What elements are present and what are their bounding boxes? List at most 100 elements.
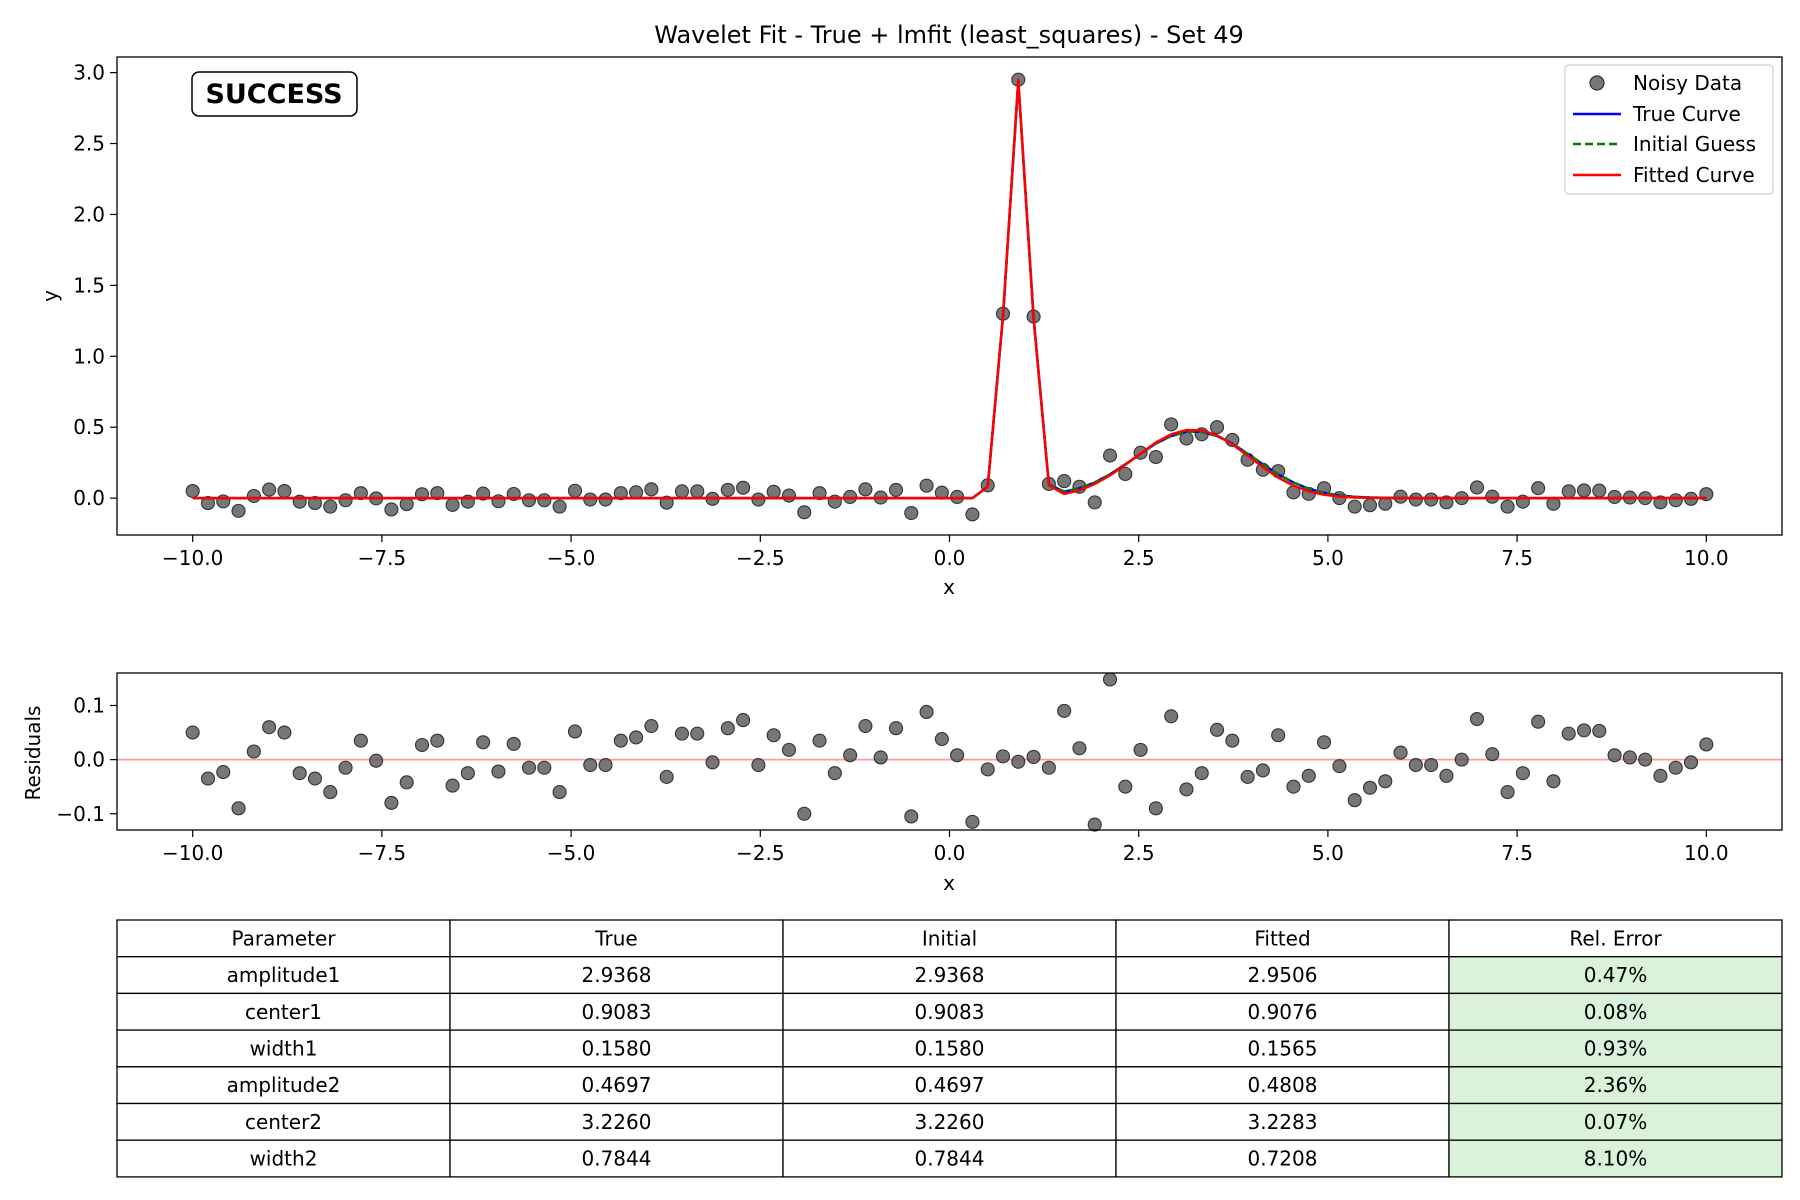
residual-point xyxy=(629,730,644,745)
table-cell xyxy=(782,1066,1117,1105)
residual-point xyxy=(1087,817,1102,832)
residual-point xyxy=(888,721,904,736)
table-cell xyxy=(1448,1066,1783,1105)
residual-point xyxy=(1225,733,1240,748)
legend-label-fitted-curve: Fitted Curve xyxy=(1633,163,1755,187)
residual-point xyxy=(384,795,399,810)
data-point xyxy=(1102,448,1118,463)
residual-point xyxy=(414,737,430,753)
residual-point xyxy=(980,762,995,777)
table-cell-text: 0.47% xyxy=(1584,963,1648,987)
residual-plot: −10.0 −7.5 −5.0 −2.5 0.0 2.5 5.0 7.5 10.0 −0.1 0.… xyxy=(21,672,1783,895)
data-point xyxy=(1469,480,1485,495)
residual-point xyxy=(934,731,949,747)
table-cell xyxy=(1115,1139,1450,1178)
success-badge-text: SUCCESS xyxy=(205,79,342,110)
residual-point xyxy=(323,785,338,800)
main-y-axis-label: y xyxy=(38,290,62,302)
residual-point xyxy=(1057,703,1072,718)
residual-x-tick-label: 5.0 xyxy=(1312,841,1344,865)
data-point xyxy=(384,502,399,517)
data-point xyxy=(307,496,323,511)
main-x-tick-label: −7.5 xyxy=(358,546,407,570)
residual-x-tick-label: −10.0 xyxy=(162,841,223,865)
residual-point xyxy=(583,757,598,773)
data-point xyxy=(353,486,368,501)
table-cell xyxy=(449,1066,784,1105)
main-x-tick-label: 10.0 xyxy=(1684,546,1729,570)
table-cell xyxy=(449,992,784,1031)
residual-point xyxy=(537,760,552,775)
main-x-tick-label: −10.0 xyxy=(162,546,223,570)
residual-point xyxy=(521,760,537,775)
table-header-text: Fitted xyxy=(1254,926,1310,950)
residual-point xyxy=(659,769,674,784)
table-cell-text: 3.2260 xyxy=(915,1110,985,1134)
main-y-tick-label: 3.0 xyxy=(73,61,105,85)
data-point xyxy=(185,483,200,499)
residual-x-tick-label: −5.0 xyxy=(547,841,596,865)
data-point xyxy=(797,505,812,520)
residual-point xyxy=(1638,752,1653,767)
data-point xyxy=(1057,474,1072,489)
residual-point xyxy=(1683,755,1699,770)
residual-point xyxy=(445,778,460,793)
table-cell-text: 0.9083 xyxy=(915,1000,985,1024)
table-header-cell xyxy=(782,919,1117,958)
residual-point xyxy=(1699,737,1714,752)
residual-point xyxy=(491,764,506,779)
table-cell xyxy=(116,956,451,995)
data-point xyxy=(690,484,705,499)
main-y-tick-label: 1.0 xyxy=(73,344,105,368)
residual-point xyxy=(1561,726,1576,741)
data-point xyxy=(659,495,674,510)
data-point xyxy=(231,503,246,518)
table-cell-text: 0.1580 xyxy=(582,1036,652,1060)
residual-point xyxy=(965,814,980,829)
main-x-tick-label: 2.5 xyxy=(1123,546,1155,570)
data-point xyxy=(1531,481,1546,496)
residual-point xyxy=(1424,757,1439,773)
table-cell-text: 0.9083 xyxy=(582,1000,652,1024)
main-y-tick-label: 0.0 xyxy=(73,486,105,510)
table-cell xyxy=(449,1029,784,1068)
residual-point xyxy=(1469,711,1485,727)
residual-point xyxy=(1668,760,1683,775)
data-point xyxy=(1576,483,1592,498)
residual-point xyxy=(1485,747,1500,762)
table-cell xyxy=(782,992,1117,1031)
data-point xyxy=(720,482,735,497)
residual-point xyxy=(873,750,888,765)
residual-point xyxy=(506,736,521,751)
residual-point xyxy=(674,726,690,741)
residual-point xyxy=(613,733,628,748)
residual-point xyxy=(1164,709,1179,724)
table-cell xyxy=(1448,1029,1783,1068)
success-badge: SUCCESS xyxy=(191,71,358,117)
residual-point xyxy=(644,719,659,734)
data-point xyxy=(1362,498,1378,513)
main-x-tick-label: −2.5 xyxy=(736,546,785,570)
main-x-tick-label: 0.0 xyxy=(934,546,966,570)
data-point xyxy=(888,482,904,497)
residual-point xyxy=(1408,757,1423,773)
residual-point xyxy=(1194,766,1209,781)
residual-point xyxy=(995,749,1011,764)
table-cell-text: 8.10% xyxy=(1584,1147,1648,1171)
table-header-text: Parameter xyxy=(231,926,336,950)
table-cell-text: center2 xyxy=(245,1110,322,1134)
residual-point xyxy=(1500,785,1515,800)
data-point xyxy=(399,497,414,512)
data-point xyxy=(1087,495,1102,510)
data-point xyxy=(904,505,919,521)
table-cell xyxy=(116,1139,451,1178)
residual-point xyxy=(200,771,216,786)
series-line-fitted-curve xyxy=(192,78,1707,500)
data-point xyxy=(476,486,491,501)
residual-point xyxy=(1576,723,1592,738)
residual-point xyxy=(858,719,873,734)
data-point xyxy=(674,484,690,499)
residual-point xyxy=(751,757,766,773)
data-point xyxy=(216,494,231,509)
residual-point xyxy=(919,704,934,720)
